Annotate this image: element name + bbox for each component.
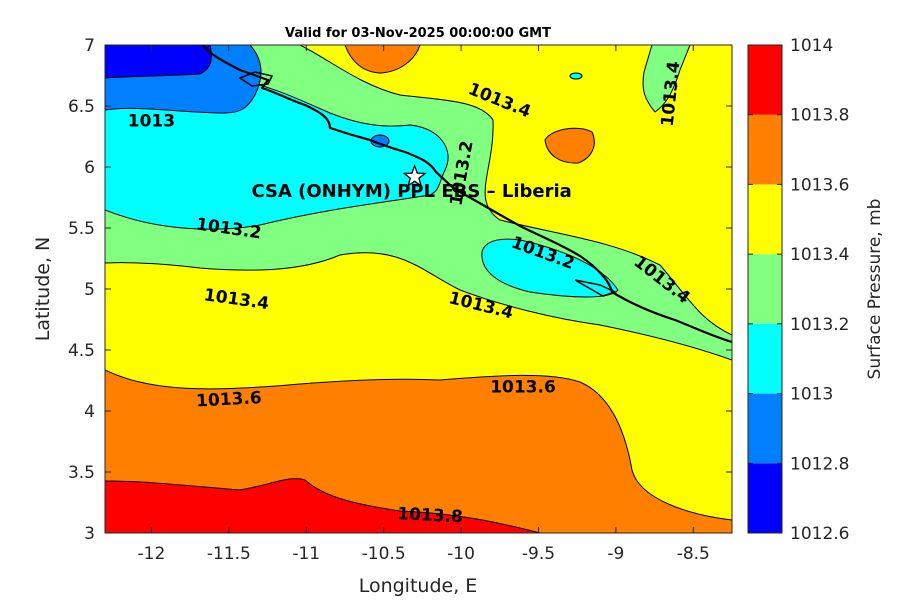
colorbar: 1012.6 1012.8 1013 1013.2 1013.4 1013.6 1013.8… [747,36,849,544]
coastline-lake [574,279,618,297]
colorbar-tick-label: 1013.2 [790,315,849,335]
x-tick-label: -9.5 [522,544,555,564]
colorbar-tick-label: 1013.8 [790,106,849,126]
x-tick-label: -11 [292,544,320,564]
colorbar-segment [748,393,782,464]
blob-1013-2-small [569,72,583,80]
contour-label: 1013 [128,112,175,132]
coastline [202,45,732,344]
x-axis: -12 -11.5 -11 -10.5 -10 -9.5 -9 -8.5 [138,45,710,564]
colorbar-tick-label: 1012.6 [790,524,849,544]
x-axis-label: Longitude, E [359,575,478,597]
coastline-inlet [238,71,274,87]
colorbar-segment [748,323,782,394]
colorbar-frame [747,44,783,534]
colorbar-label: Surface Pressure, mb [865,199,885,380]
y-tick-label: 3 [84,524,95,544]
y-tick-label: 7 [84,36,95,56]
contour-label: 1013.8 [397,504,464,527]
chart-title: Valid for 03-Nov-2025 00:00:00 GMT [285,26,551,41]
y-tick-label: 6.5 [68,97,95,117]
contour-label: 1013.6 [196,388,263,411]
colorbar-segment [748,184,782,255]
y-axis: 3 3.5 4 4.5 5 5.5 6 6.5 7 [68,36,732,544]
x-tick-label: -9 [607,544,624,564]
x-tick-label: -10 [447,544,475,564]
colorbar-segment [748,463,782,533]
y-tick-label: 6 [84,158,95,178]
contour-label: 1013.6 [490,378,556,398]
colorbar-segment [748,254,782,324]
x-tick-label: -12 [138,544,166,564]
band-1013-2-ne [642,45,691,113]
colorbar-segment [748,45,782,115]
site-label: CSA (ONHYM) PPL EBS – Liberia [251,181,571,202]
y-tick-label: 5.5 [68,219,95,239]
band-1013-6-n1 [344,45,421,74]
x-tick-label: -8.5 [677,544,710,564]
x-tick-label: -10.5 [362,544,406,564]
contour-fill-layer [105,45,732,533]
y-tick-label: 5 [84,280,95,300]
colorbar-tick-label: 1013.6 [790,175,849,195]
colorbar-segment [748,114,782,185]
site-star-icon [402,163,427,188]
band-1013-6-n2 [544,127,595,164]
y-tick-label: 3.5 [68,463,95,483]
colorbar-tick-label: 1013 [790,385,833,405]
y-tick-label: 4 [84,402,95,422]
colorbar-tick-label: 1014 [790,36,833,56]
site-marker: CSA (ONHYM) PPL EBS – Liberia [251,163,572,202]
y-axis-label: Latitude, N [32,237,54,342]
x-tick-label: -11.5 [207,544,251,564]
band-1013-8 [105,478,541,533]
y-tick-label: 4.5 [68,341,95,361]
colorbar-tick-label: 1012.8 [790,454,849,474]
band-1012-6 [105,45,212,79]
colorbar-tick-label: 1013.4 [790,245,849,265]
